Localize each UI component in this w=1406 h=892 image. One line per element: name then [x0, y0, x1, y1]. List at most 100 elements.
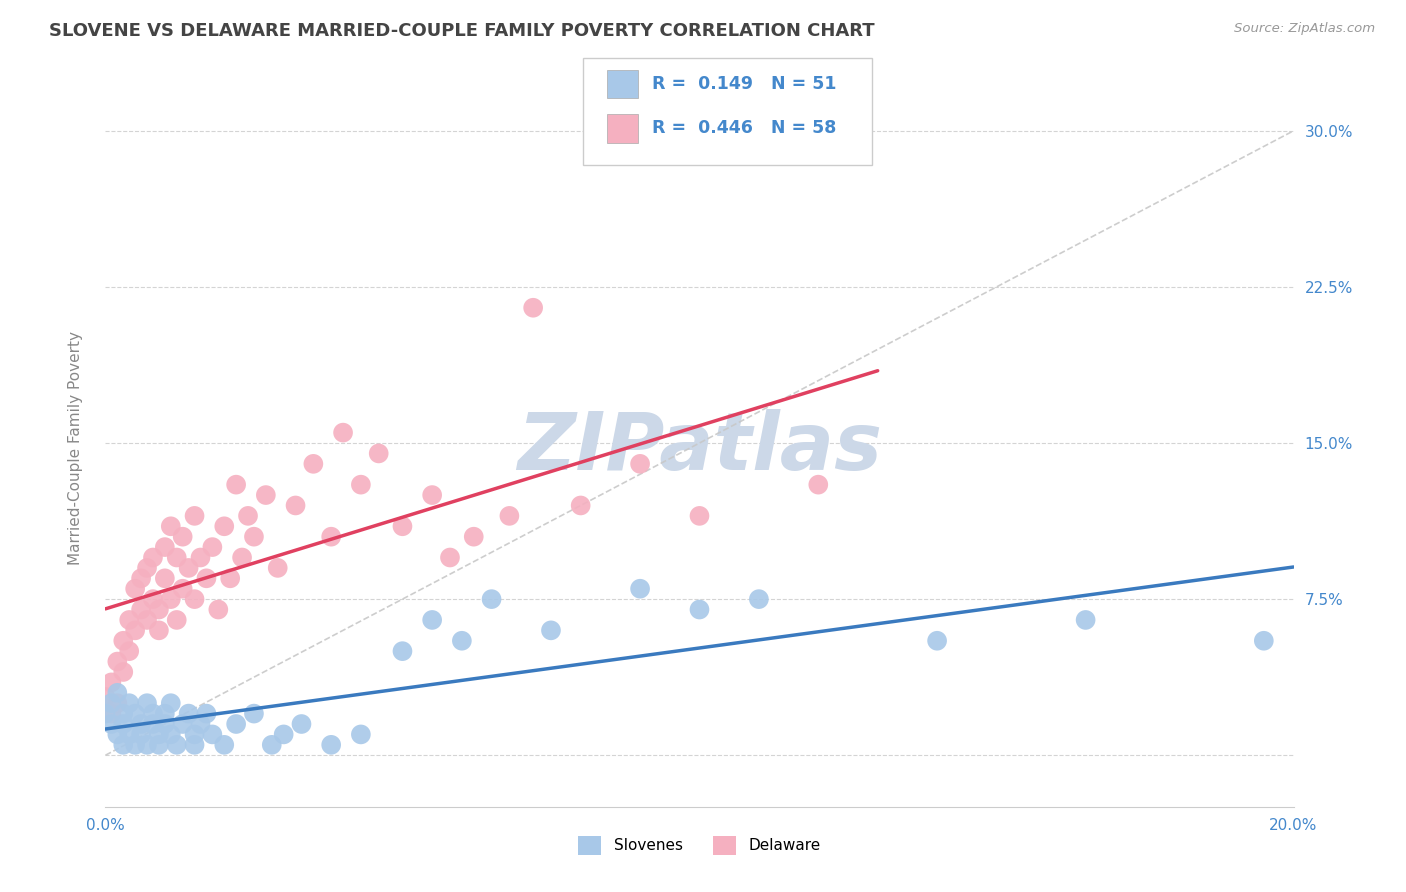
- Point: [231, 550, 253, 565]
- Text: R =  0.446   N = 58: R = 0.446 N = 58: [652, 120, 837, 137]
- Point: [112, 706, 135, 721]
- Point: [807, 477, 830, 491]
- Point: [195, 571, 218, 585]
- Point: [207, 602, 229, 616]
- Point: [439, 550, 461, 565]
- Point: [142, 706, 165, 721]
- Point: [129, 602, 152, 616]
- Point: [219, 571, 242, 585]
- Point: [569, 499, 592, 513]
- Point: [136, 696, 159, 710]
- Point: [689, 508, 711, 523]
- Point: [321, 738, 343, 752]
- Point: [148, 602, 170, 616]
- Legend: Slovenes, Delaware: Slovenes, Delaware: [572, 830, 827, 861]
- Point: [153, 540, 176, 554]
- Point: [367, 446, 389, 460]
- Point: [148, 738, 170, 752]
- Point: [172, 717, 194, 731]
- Point: [190, 550, 212, 565]
- Point: [153, 717, 176, 731]
- Point: [105, 696, 128, 710]
- Point: [112, 665, 135, 679]
- Point: [225, 477, 247, 491]
- Point: [105, 727, 128, 741]
- Point: [391, 519, 413, 533]
- Point: [183, 727, 205, 741]
- Point: [153, 571, 176, 585]
- Point: [332, 425, 354, 440]
- Point: [177, 561, 200, 575]
- Point: [142, 550, 165, 565]
- Point: [153, 706, 176, 721]
- Point: [166, 550, 188, 565]
- Point: [100, 706, 122, 721]
- Point: [481, 592, 503, 607]
- Point: [118, 696, 141, 710]
- Point: [112, 633, 135, 648]
- Point: [420, 613, 443, 627]
- Point: [540, 624, 562, 638]
- Point: [273, 727, 295, 741]
- Point: [136, 561, 159, 575]
- Point: [463, 530, 485, 544]
- Text: ZIPatlas: ZIPatlas: [517, 409, 882, 487]
- Point: [136, 613, 159, 627]
- Point: [100, 717, 122, 731]
- Point: [172, 530, 194, 544]
- Point: [391, 644, 413, 658]
- Point: [118, 727, 141, 741]
- Point: [124, 738, 146, 752]
- Point: [94, 690, 117, 704]
- Point: [129, 717, 152, 731]
- Point: [142, 717, 165, 731]
- Point: [195, 706, 218, 721]
- Point: [236, 508, 259, 523]
- Point: [105, 686, 128, 700]
- Point: [183, 738, 205, 752]
- Point: [172, 582, 194, 596]
- Point: [243, 706, 266, 721]
- Point: [124, 706, 146, 721]
- Point: [118, 644, 141, 658]
- Point: [498, 508, 520, 523]
- Point: [748, 592, 770, 607]
- Point: [225, 717, 247, 731]
- Point: [522, 301, 544, 315]
- Point: [148, 727, 170, 741]
- Point: [112, 738, 135, 752]
- Point: [129, 727, 152, 741]
- Point: [260, 738, 283, 752]
- Point: [350, 727, 373, 741]
- Point: [142, 592, 165, 607]
- Point: [183, 508, 205, 523]
- Point: [129, 571, 152, 585]
- Y-axis label: Married-Couple Family Poverty: Married-Couple Family Poverty: [69, 331, 83, 566]
- Text: Source: ZipAtlas.com: Source: ZipAtlas.com: [1234, 22, 1375, 36]
- Point: [159, 696, 181, 710]
- Point: [94, 706, 117, 721]
- Point: [302, 457, 325, 471]
- Point: [177, 706, 200, 721]
- Point: [201, 540, 224, 554]
- Point: [159, 519, 181, 533]
- Point: [927, 633, 949, 648]
- Point: [267, 561, 290, 575]
- Point: [1253, 633, 1275, 648]
- Point: [148, 624, 170, 638]
- Point: [124, 582, 146, 596]
- Point: [214, 519, 236, 533]
- Point: [183, 592, 205, 607]
- Point: [243, 530, 266, 544]
- Point: [159, 727, 181, 741]
- Point: [420, 488, 443, 502]
- Point: [689, 602, 711, 616]
- Point: [100, 675, 122, 690]
- Point: [105, 655, 128, 669]
- Point: [450, 633, 472, 648]
- Text: SLOVENE VS DELAWARE MARRIED-COUPLE FAMILY POVERTY CORRELATION CHART: SLOVENE VS DELAWARE MARRIED-COUPLE FAMIL…: [49, 22, 875, 40]
- Point: [166, 738, 188, 752]
- Point: [190, 717, 212, 731]
- Point: [628, 457, 651, 471]
- Point: [118, 613, 141, 627]
